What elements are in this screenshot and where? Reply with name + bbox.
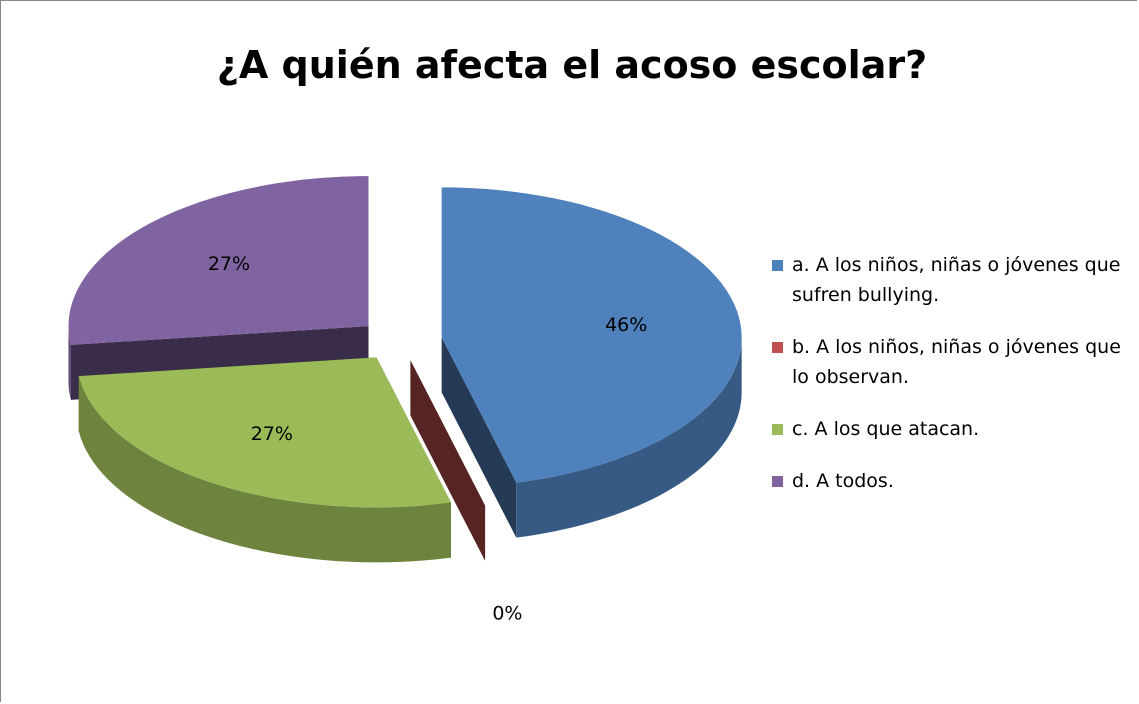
legend-label: b. A los niños, niñas o jóvenes que lo o… bbox=[792, 336, 1121, 388]
legend-item: a. A los niños, niñas o jóvenes que sufr… bbox=[772, 250, 1132, 310]
legend-swatch bbox=[772, 260, 783, 271]
legend-label: c. A los que atacan. bbox=[792, 418, 980, 440]
legend: a. A los niños, niñas o jóvenes que sufr… bbox=[772, 250, 1132, 518]
data-label: 27% bbox=[251, 423, 293, 445]
chart-title: ¿A quién afecta el acoso escolar? bbox=[217, 43, 927, 87]
legend-label: a. A los niños, niñas o jóvenes que sufr… bbox=[792, 254, 1121, 306]
slice bbox=[441, 187, 742, 483]
data-label: 46% bbox=[605, 314, 647, 336]
slice bbox=[68, 176, 369, 345]
legend-label: d. A todos. bbox=[792, 470, 894, 492]
slice bbox=[78, 357, 451, 508]
legend-swatch bbox=[772, 342, 783, 353]
legend-item: c. A los que atacan. bbox=[772, 414, 1132, 444]
data-label: 0% bbox=[492, 603, 522, 625]
slice-side bbox=[516, 337, 742, 538]
legend-swatch bbox=[772, 424, 783, 435]
slice-side bbox=[68, 326, 71, 400]
slice-side bbox=[410, 360, 486, 561]
legend-item: b. A los niños, niñas o jóvenes que lo o… bbox=[772, 332, 1132, 392]
slice-side bbox=[78, 376, 451, 563]
legend-swatch bbox=[772, 476, 783, 487]
data-label: 27% bbox=[208, 253, 250, 275]
slice-side bbox=[441, 337, 517, 538]
legend-item: d. A todos. bbox=[772, 466, 1132, 496]
